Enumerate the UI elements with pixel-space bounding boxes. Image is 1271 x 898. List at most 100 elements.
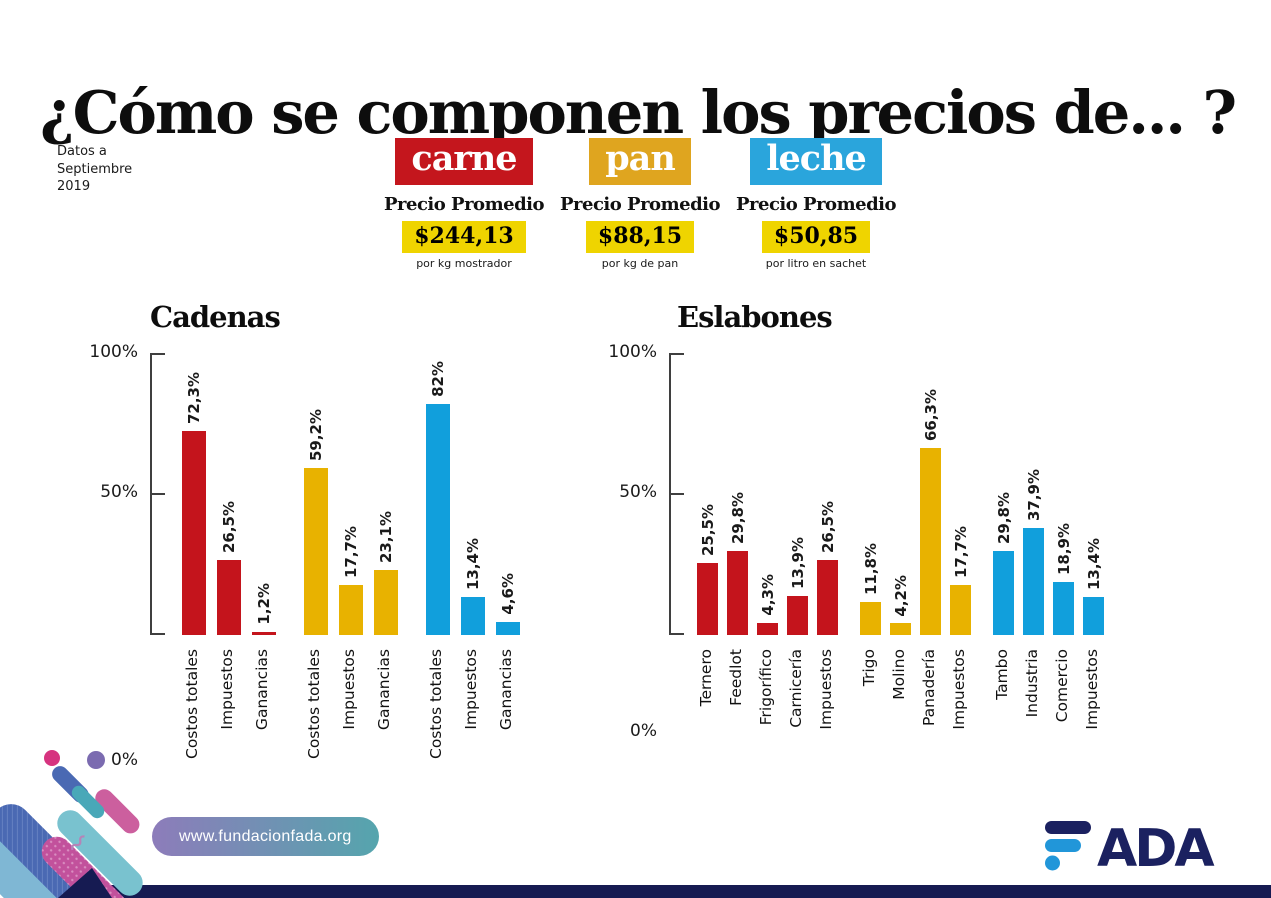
bar-slot: 4,2% [890, 575, 911, 635]
bar-slot: 4,3% [757, 574, 778, 635]
bar-pan [920, 448, 941, 635]
product-name-badge: pan [589, 138, 691, 186]
bar-pan [950, 585, 971, 635]
category-label: Ternero [696, 649, 715, 707]
price-value: $244,13 [402, 221, 526, 254]
bar-value-label: 66,3% [921, 389, 940, 442]
category-label: Industria [1022, 649, 1041, 718]
label-slot: Impuestos [215, 649, 239, 730]
category-label: Frigorífico [756, 649, 775, 726]
label-slot: Costos totales [424, 649, 448, 759]
product-name-badge: carne [395, 138, 533, 186]
category-label: Impuestos [218, 649, 236, 730]
label-slot: Impuestos [948, 649, 969, 730]
category-label: Costos totales [305, 649, 323, 759]
label-slot: Tambo [991, 649, 1012, 700]
bar-carne [817, 560, 838, 635]
label-slot: Ganancias [372, 649, 396, 730]
category-label: Molino [889, 649, 908, 700]
plot-area: 100% 50% 0% 25,5% 29,8% 4,3% 13,9% 26,5% 11,8… [608, 342, 1121, 741]
category-label: Impuestos [949, 649, 968, 730]
label-slot: Comercio [1051, 649, 1072, 722]
bar-value-label: 72,3% [185, 372, 203, 425]
bar-value-label: 26,5% [220, 501, 238, 554]
bar-slot: 29,8% [993, 492, 1014, 635]
bar-slot: 13,4% [1083, 538, 1104, 635]
bar-carne [182, 431, 206, 635]
plot-area: 100% 50% 0% 72,3% 26,5% 1,2% 59,2% 17,7% 23,1… [89, 342, 554, 770]
bar-value-label: 29,8% [728, 491, 747, 544]
y-tick-label: 0% [111, 750, 138, 770]
category-label: Costos totales [183, 649, 201, 759]
bar-slot: 18,9% [1053, 523, 1074, 635]
category-label: Feedlot [726, 649, 745, 706]
bar-value-label: 26,5% [818, 501, 837, 554]
category-label: Ganancias [253, 649, 271, 731]
bar-leche [461, 597, 485, 635]
label-group-carne: Costos totales Impuestos Ganancias [180, 649, 274, 759]
bars-container: 25,5% 29,8% 4,3% 13,9% 26,5% 11,8% 4,2% 66,3% 17… [671, 353, 1121, 635]
bar-slot: 59,2% [304, 409, 328, 635]
price-value: $88,15 [585, 221, 695, 254]
bar-value-label: 37,9% [1024, 469, 1043, 522]
axis-tick [671, 353, 684, 355]
category-label: Tambo [992, 649, 1011, 700]
label-slot: Molino [888, 649, 909, 700]
x-labels-row: Ternero Feedlot Frigorífico Carnicería Impue… [669, 649, 1121, 730]
product-name-badge: leche [750, 138, 882, 186]
bar-value-label: 17,7% [342, 526, 360, 579]
label-slot: Feedlot [725, 649, 746, 706]
bar-slot: 26,5% [217, 501, 241, 635]
product-card-leche: leche Precio Promedio $50,85 por litro e… [721, 138, 911, 270]
bar-group-carne: 25,5% 29,8% 4,3% 13,9% 26,5% [697, 492, 838, 635]
bar-value-label: 18,9% [1054, 522, 1073, 575]
bar-carne [217, 560, 241, 635]
bar-carne [757, 622, 778, 635]
bar-carne [697, 563, 718, 635]
label-group-carne: Ternero Feedlot Frigorífico Carnicería Impue… [695, 649, 836, 730]
chart-cadenas: Cadenas 100% 50% 0% 72,3% 26,5% 1,2% 59,2% 1… [55, 300, 575, 770]
bar-pan [374, 569, 398, 635]
bar-value-label: 82% [429, 360, 447, 397]
bar-slot: 13,9% [787, 537, 808, 635]
bar-value-label: 4,2% [891, 574, 910, 617]
bar-slot: 4,6% [496, 573, 520, 635]
bar-leche [1083, 597, 1104, 635]
label-slot: Impuestos [815, 649, 836, 730]
y-tick-label: 100% [89, 342, 138, 362]
category-label: Trigo [859, 649, 878, 687]
bar-slot: 1,2% [252, 583, 276, 635]
axis-tick [152, 493, 165, 495]
bar-value-label: 4,6% [499, 573, 517, 616]
bar-leche [1023, 528, 1044, 635]
bar-carne [252, 631, 276, 635]
bar-slot: 17,7% [950, 526, 971, 635]
bar-slot: 17,7% [339, 526, 363, 635]
y-axis: 25,5% 29,8% 4,3% 13,9% 26,5% 11,8% 4,2% 66,3% 17… [669, 353, 1121, 635]
axis-tick [152, 633, 165, 635]
label-slot: Impuestos [1081, 649, 1102, 730]
bar-value-label: 13,9% [788, 536, 807, 589]
price-label: Precio Promedio [560, 194, 721, 216]
price-unit: por litro en sachet [765, 257, 867, 271]
logo-f-dot [1045, 855, 1060, 871]
bar-slot: 25,5% [697, 504, 718, 635]
bar-slot: 11,8% [860, 543, 881, 635]
label-slot: Costos totales [180, 649, 204, 759]
chart-title: Cadenas [150, 300, 281, 334]
y-tick-label: 100% [608, 342, 657, 362]
bar-value-label: 4,3% [758, 574, 777, 616]
bar-slot: 29,8% [727, 492, 748, 635]
bar-slot: 82% [426, 361, 450, 635]
bar-pan [860, 601, 881, 635]
footer-bar [84, 885, 1271, 898]
bar-value-label: 29,8% [994, 491, 1013, 544]
product-card-pan: pan Precio Promedio $88,15 por kg de pan [545, 138, 735, 270]
axis-tick [671, 493, 684, 495]
price-unit: por kg de pan [601, 257, 679, 271]
label-group-pan: Trigo Molino Panadería Impuestos [858, 649, 969, 730]
website-url-pill[interactable]: www.fundacionfada.org [152, 817, 379, 856]
axis-tick [671, 633, 684, 635]
label-slot: Panadería [918, 649, 939, 726]
label-slot: Carnicería [785, 649, 806, 728]
